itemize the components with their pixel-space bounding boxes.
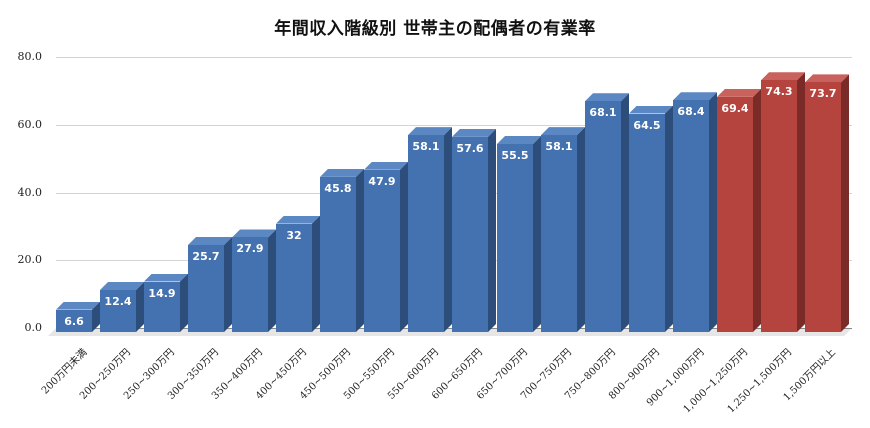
bar: 74.3: [761, 72, 805, 332]
data-label: 12.4: [104, 294, 132, 308]
y-tick-label: 80.0: [17, 50, 43, 63]
bar: 64.5: [629, 105, 673, 332]
bar-side: [400, 162, 408, 332]
bar: 68.4: [673, 92, 717, 332]
bar-top: [320, 168, 364, 177]
bar-top: [541, 127, 585, 136]
bar-top: [188, 236, 232, 245]
bar: 47.9: [364, 161, 408, 332]
bar: 6.6: [56, 301, 100, 332]
bar-front: [497, 143, 533, 332]
bar-top: [56, 301, 100, 310]
data-label: 58.1: [412, 140, 440, 154]
bar-front: [320, 176, 356, 332]
bar-side: [841, 74, 849, 332]
gridline: [56, 57, 852, 58]
data-label: 25.7: [192, 249, 220, 263]
bar: 58.1: [408, 127, 452, 332]
bar-side: [488, 129, 496, 332]
bar-front: [100, 289, 136, 332]
bar: 55.5: [497, 135, 541, 332]
bar-side: [180, 274, 188, 332]
bar: 73.7: [805, 74, 849, 332]
bar-front: [761, 80, 797, 332]
bar: 57.6: [452, 128, 496, 332]
bar-side: [533, 136, 541, 332]
y-tick-label: 60.0: [17, 118, 43, 131]
bar-top: [717, 88, 761, 97]
bar-front: [452, 136, 488, 332]
bar-top: [276, 215, 320, 224]
bar-top: [144, 273, 188, 282]
bar-front: [276, 223, 312, 332]
bar-side: [577, 127, 585, 332]
bar-top: [629, 105, 673, 114]
data-label: 73.7: [809, 87, 837, 101]
bar: 32: [276, 215, 320, 332]
bar-top: [805, 74, 849, 83]
bar-side: [753, 89, 761, 332]
bar-front: [805, 82, 841, 332]
data-label: 47.9: [368, 174, 396, 188]
data-label: 74.3: [765, 85, 793, 99]
bar-top: [232, 229, 276, 238]
bar-top: [497, 135, 541, 144]
bar-front: [717, 96, 753, 332]
bar-side: [268, 229, 276, 332]
data-label: 14.9: [148, 286, 176, 300]
bar-front: [56, 309, 92, 332]
data-label: 68.1: [589, 106, 617, 120]
bar-front: [144, 281, 180, 332]
bar-side: [621, 93, 629, 332]
y-tick-label: 0.0: [24, 321, 43, 334]
data-label: 32: [286, 228, 302, 242]
bar: 27.9: [232, 229, 276, 332]
bar-top: [408, 127, 452, 136]
bar-front: [629, 113, 665, 332]
bar-side: [797, 72, 805, 332]
bar-top: [364, 161, 408, 170]
data-label: 68.4: [677, 105, 705, 119]
data-label: 27.9: [236, 242, 264, 256]
bar-side: [312, 216, 320, 332]
bar-side: [665, 106, 673, 332]
data-label: 6.6: [64, 314, 84, 328]
chart-floor: [48, 328, 852, 336]
data-label: 58.1: [545, 140, 573, 154]
bar: 68.1: [585, 93, 629, 332]
data-label: 45.8: [324, 181, 352, 195]
bar-top: [100, 281, 144, 290]
bar-front: [364, 169, 400, 332]
bar-side: [709, 92, 717, 332]
data-label: 69.4: [721, 101, 749, 115]
bar: 69.4: [717, 88, 761, 332]
data-label: 55.5: [501, 148, 529, 162]
bar-top: [673, 92, 717, 101]
bar: 14.9: [144, 273, 188, 332]
bar-front: [673, 100, 709, 332]
bar: 12.4: [100, 281, 144, 332]
bar-front: [408, 135, 444, 332]
bar-front: [585, 101, 621, 332]
y-tick-label: 20.0: [17, 253, 43, 266]
bar-side: [224, 237, 232, 332]
bar: 25.7: [188, 236, 232, 332]
bar-top: [585, 93, 629, 102]
bar-side: [136, 282, 144, 332]
chart-title: 年間収入階級別 世帯主の配偶者の有業率: [274, 19, 596, 39]
bar-front: [232, 237, 268, 332]
bar-side: [356, 169, 364, 332]
bar: 58.1: [541, 127, 585, 332]
bar-side: [444, 127, 452, 332]
bar-front: [541, 135, 577, 332]
bar-top: [761, 72, 805, 81]
bar-front: [188, 244, 224, 332]
data-label: 57.6: [456, 141, 484, 155]
bar-side: [92, 302, 100, 332]
y-tick-label: 40.0: [17, 186, 43, 199]
bar: 45.8: [320, 168, 364, 332]
gridline: [56, 125, 852, 126]
bar-top: [452, 128, 496, 137]
data-label: 64.5: [633, 118, 661, 132]
